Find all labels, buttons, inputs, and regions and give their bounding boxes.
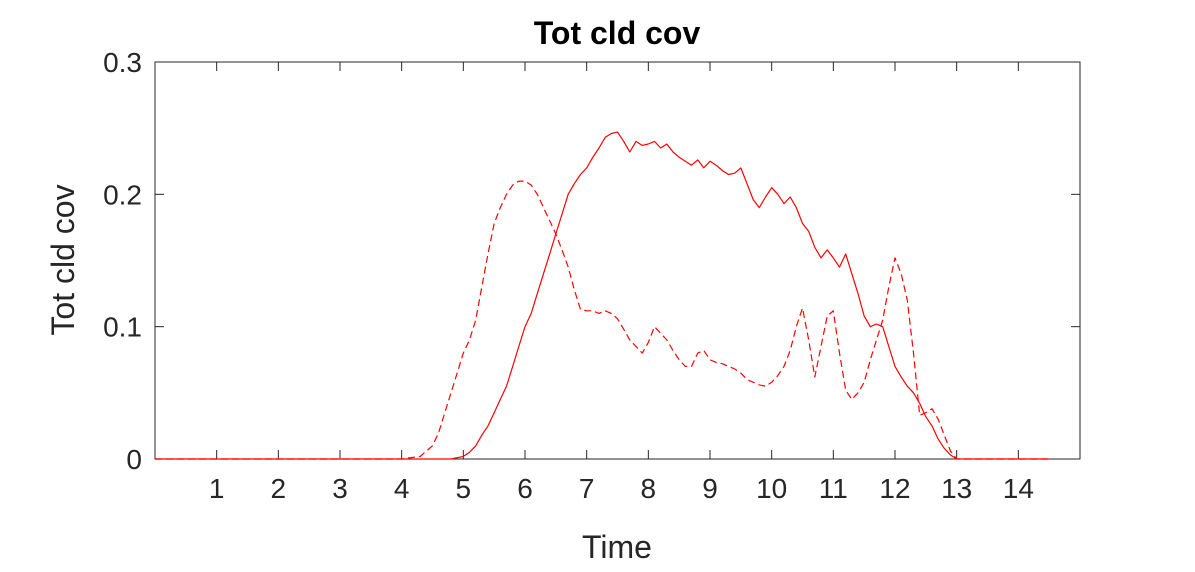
plot-frame [154, 61, 1081, 460]
chart-title: Tot cld cov [534, 15, 701, 51]
x-tick-label: 7 [579, 473, 595, 504]
x-tick-label: 1 [209, 473, 225, 504]
x-tick-label: 9 [702, 473, 718, 504]
x-tick-label: 5 [456, 473, 472, 504]
series-line-solid [155, 131, 1050, 460]
x-axis: 1 2 3 4 5 6 7 8 9 10 11 12 13 14 [209, 62, 1034, 504]
x-tick-label: 2 [271, 473, 287, 504]
x-tick-label: 14 [1003, 473, 1034, 504]
x-tick-label: 12 [879, 473, 910, 504]
x-tick-label: 11 [819, 473, 848, 504]
x-tick-label: 6 [517, 473, 533, 504]
series-layer [155, 131, 1050, 460]
y-axis: 0 0.1 0.2 0.3 [103, 47, 1080, 475]
x-tick-label: 3 [332, 473, 348, 504]
x-tick-label: 13 [941, 473, 972, 504]
y-tick-label: 0.3 [103, 47, 142, 78]
x-axis-label: Time [582, 529, 652, 565]
y-axis-label: Tot cld cov [45, 184, 81, 335]
series-line-dashed [155, 180, 1050, 460]
x-tick-label: 4 [394, 473, 410, 504]
y-tick-label: 0.2 [103, 179, 142, 210]
y-tick-label: 0.1 [103, 312, 142, 343]
x-tick-label: 10 [756, 473, 787, 504]
x-tick-label: 8 [641, 473, 657, 504]
y-tick-label: 0 [126, 444, 142, 475]
